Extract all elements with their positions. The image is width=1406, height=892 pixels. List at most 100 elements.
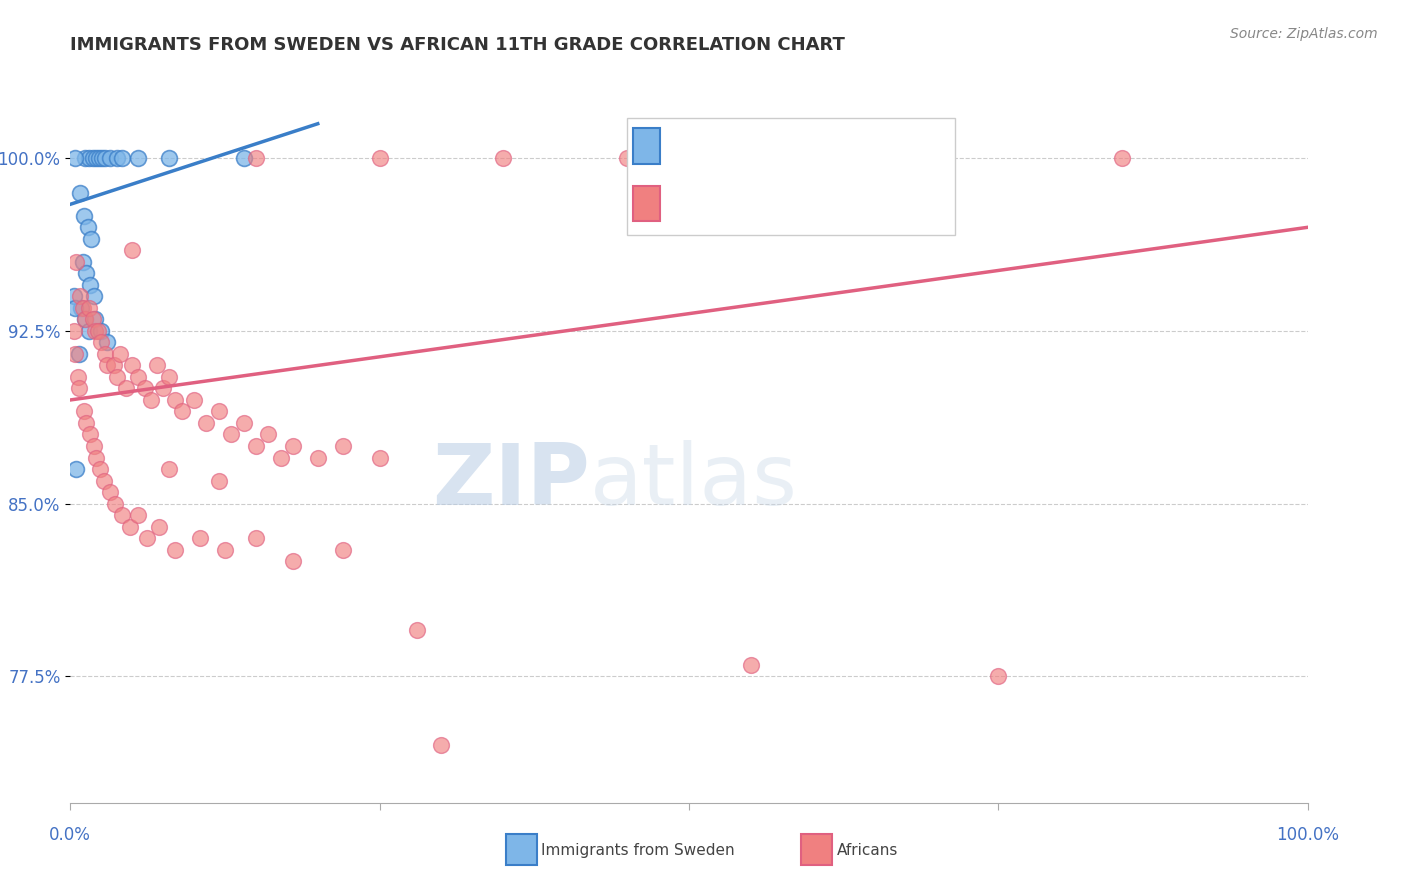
Point: [63, 324, 86, 338]
Point: [208, 404, 231, 418]
Point: [121, 244, 143, 258]
Point: [96, 359, 118, 373]
Point: [368, 450, 391, 465]
Point: [82, 151, 104, 165]
Point: [79, 277, 101, 292]
Point: [208, 474, 231, 488]
Point: [87, 151, 110, 165]
Point: [332, 439, 354, 453]
Point: [925, 151, 948, 165]
Text: R = 0.267: R = 0.267: [671, 194, 769, 212]
Point: [89, 462, 111, 476]
Text: ZIP: ZIP: [432, 440, 591, 524]
Point: [139, 392, 162, 407]
Point: [127, 508, 149, 522]
Point: [616, 151, 638, 165]
Point: [157, 370, 180, 384]
Point: [96, 335, 118, 350]
Point: [134, 381, 156, 395]
Point: [91, 151, 114, 165]
Point: [108, 347, 131, 361]
Point: [127, 151, 149, 165]
Point: [82, 312, 104, 326]
Point: [77, 324, 100, 338]
Point: [70, 301, 93, 315]
Point: [368, 151, 391, 165]
Point: [65, 462, 87, 476]
Point: [492, 151, 515, 165]
Point: [103, 359, 125, 373]
Text: atlas: atlas: [591, 440, 799, 524]
Point: [75, 312, 97, 326]
Point: [430, 738, 453, 752]
Point: [157, 151, 180, 165]
Point: [801, 151, 824, 165]
Point: [115, 381, 138, 395]
Point: [232, 151, 254, 165]
Text: IMMIGRANTS FROM SWEDEN VS AFRICAN 11TH GRADE CORRELATION CHART: IMMIGRANTS FROM SWEDEN VS AFRICAN 11TH G…: [70, 36, 845, 54]
Point: [98, 485, 121, 500]
Point: [94, 347, 117, 361]
Point: [146, 359, 169, 373]
Point: [105, 151, 128, 165]
Point: [67, 347, 90, 361]
Point: [987, 669, 1010, 683]
Point: [157, 462, 180, 476]
Point: [90, 324, 112, 338]
Point: [86, 324, 108, 338]
Point: [77, 301, 100, 315]
Point: [111, 508, 134, 522]
Point: [65, 347, 87, 361]
Point: [105, 370, 128, 384]
Point: [79, 427, 101, 442]
Point: [405, 623, 427, 637]
Point: [73, 404, 96, 418]
Point: [219, 427, 242, 442]
Point: [84, 450, 107, 465]
Point: [214, 542, 236, 557]
Point: [136, 531, 159, 545]
Point: [118, 519, 141, 533]
Point: [90, 335, 112, 350]
Point: [67, 381, 90, 395]
Point: [165, 392, 187, 407]
Point: [84, 312, 107, 326]
Point: [93, 474, 115, 488]
Point: [72, 301, 94, 315]
Point: [148, 519, 170, 533]
Point: [65, 301, 87, 315]
Bar: [633, 128, 661, 164]
Point: [76, 220, 98, 235]
Point: [121, 359, 143, 373]
Point: [65, 151, 87, 165]
Point: [77, 151, 100, 165]
Point: [75, 151, 97, 165]
Bar: [627, 118, 955, 235]
Point: [104, 497, 127, 511]
Point: [183, 392, 205, 407]
Text: Africans: Africans: [837, 843, 898, 857]
Point: [232, 416, 254, 430]
Point: [65, 255, 87, 269]
Point: [127, 370, 149, 384]
Text: Immigrants from Sweden: Immigrants from Sweden: [541, 843, 735, 857]
Point: [245, 439, 267, 453]
Point: [281, 554, 304, 568]
Text: Source: ZipAtlas.com: Source: ZipAtlas.com: [1230, 27, 1378, 41]
Point: [332, 542, 354, 557]
Point: [75, 312, 97, 326]
Point: [94, 151, 117, 165]
Point: [84, 324, 107, 338]
Point: [281, 439, 304, 453]
Text: N = 32: N = 32: [818, 134, 886, 152]
Point: [98, 151, 121, 165]
Point: [245, 531, 267, 545]
Point: [152, 381, 174, 395]
Point: [83, 439, 105, 453]
Point: [188, 531, 211, 545]
Point: [165, 542, 187, 557]
Point: [75, 266, 97, 280]
Point: [84, 151, 107, 165]
Text: 100.0%: 100.0%: [1277, 826, 1339, 844]
Point: [80, 232, 103, 246]
